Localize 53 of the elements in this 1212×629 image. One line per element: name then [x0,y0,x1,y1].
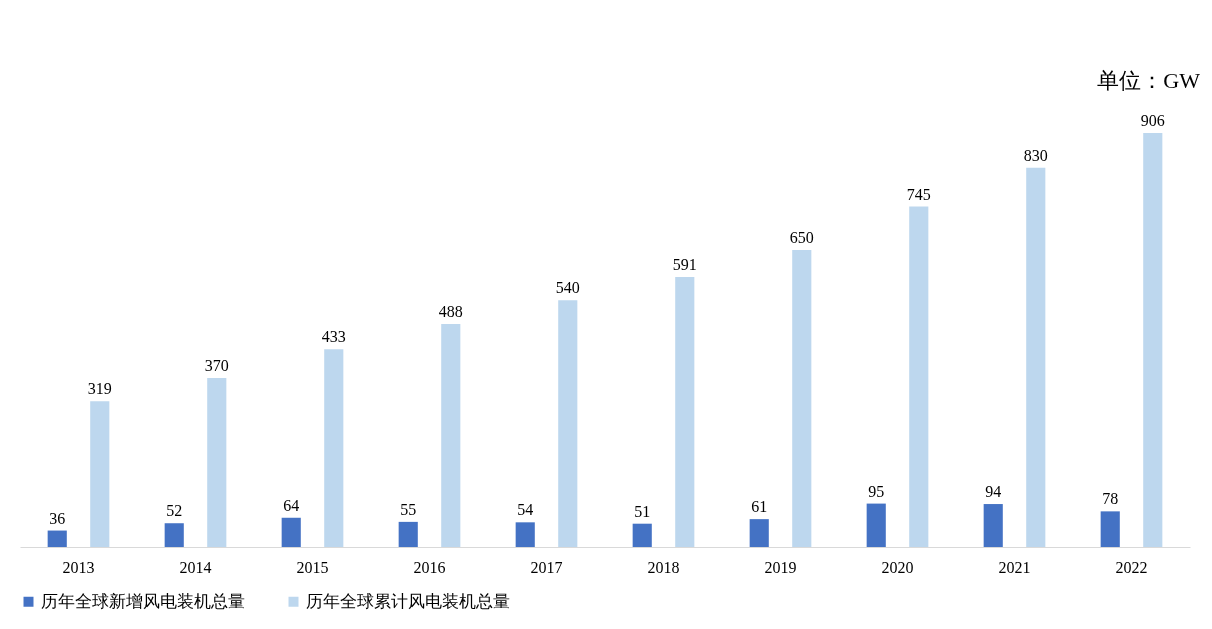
bar [515,522,535,547]
data-label: 55 [400,500,417,518]
data-label: 745 [906,185,931,203]
data-label: 51 [634,502,651,520]
x-tick-label: 2020 [881,558,914,576]
bar [441,324,461,547]
data-label: 54 [517,501,534,519]
bar [749,519,769,547]
data-label: 95 [868,482,885,500]
bar [164,523,184,547]
bar [90,401,110,547]
data-label: 591 [672,255,697,273]
data-label: 36 [49,509,66,527]
data-label: 433 [321,328,346,346]
bar [675,276,695,547]
data-label: 64 [283,496,300,514]
bar [207,377,227,547]
legend-label: 历年全球累计风电装机总量 [306,591,510,611]
x-tick-label: 2014 [179,558,212,576]
legend-label: 历年全球新增风电装机总量 [41,591,245,611]
data-label: 540 [555,279,580,297]
bar [1143,133,1163,547]
bar [792,249,812,547]
x-tick-label: 2018 [647,558,680,576]
data-label: 370 [204,356,229,374]
bar [47,530,67,547]
bar [558,300,578,547]
data-label: 650 [789,228,814,246]
data-label: 830 [1023,146,1048,164]
bar [909,206,929,547]
x-tick-label: 2013 [62,558,95,576]
data-label: 52 [166,502,183,520]
x-tick-label: 2016 [413,558,446,576]
bar [866,503,886,547]
x-tick-label: 2022 [1115,558,1148,576]
bar [983,504,1003,547]
x-tick-label: 2019 [764,558,797,576]
text: 单位：GW [1097,68,1201,93]
bar [1026,167,1046,547]
bar [324,349,344,547]
bar [281,517,301,547]
data-label: 94 [985,483,1002,501]
x-tick-label: 2021 [998,558,1031,576]
bar [1100,511,1120,547]
data-label: 61 [751,498,768,516]
bar [398,521,418,547]
data-label: 319 [87,380,112,398]
data-label: 488 [438,303,463,321]
bar [632,523,652,547]
x-tick-label: 2017 [530,558,563,576]
x-tick-label: 2015 [296,558,329,576]
data-label: 906 [1140,112,1165,129]
data-label: 78 [1102,490,1119,508]
